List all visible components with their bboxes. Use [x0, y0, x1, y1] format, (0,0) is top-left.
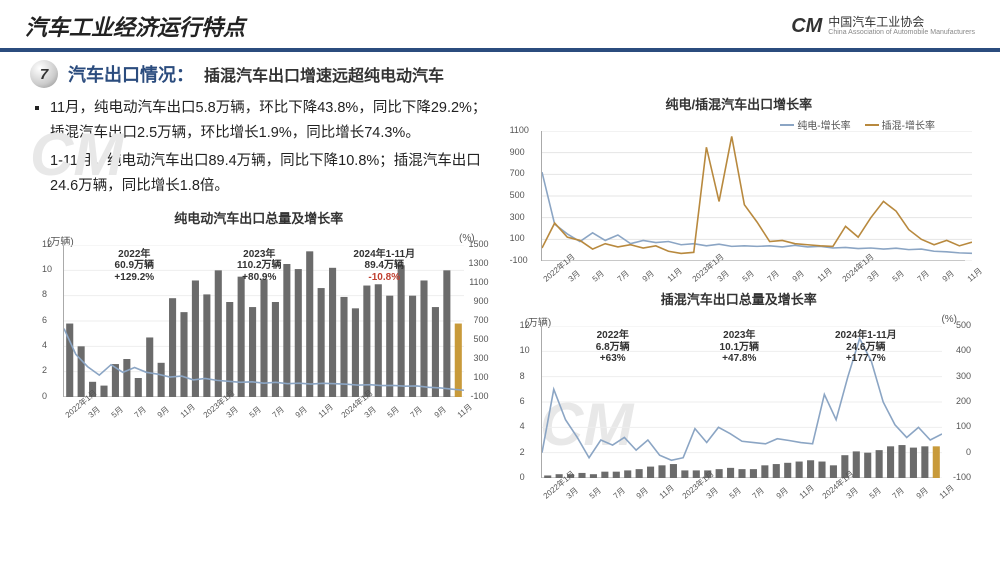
header: 汽车工业经济运行特点 CM 中国汽车工业协会 China Association…	[0, 0, 1000, 52]
chart-phev-export: (万辆) (%) 024681012-100010020030040050020…	[503, 310, 975, 500]
chart-bl-title: 纯电动汽车出口总量及增长率	[25, 208, 493, 227]
left-column: 11月，纯电动汽车出口5.8万辆，环比下降43.8%，同比下降29.2%；插混汽…	[25, 92, 503, 500]
logo: CM 中国汽车工业协会 China Association of Automob…	[791, 15, 975, 38]
y-axis-right-unit: (%)	[941, 314, 957, 325]
legend: 纯电-增长率插混-增长率	[780, 117, 935, 132]
chart-bev-export: (万辆) (%) 024681012-100100300500700900110…	[25, 229, 493, 419]
chart-tr-title: 纯电/插混汽车出口增长率	[503, 94, 975, 113]
chart-growth-rate: 纯电-增长率插混-增长率-10010030050070090011002022年…	[503, 115, 975, 283]
page-title: 汽车工业经济运行特点	[25, 10, 245, 42]
section-title: 汽车出口情况：	[68, 61, 194, 87]
bullet-item: 11月，纯电动汽车出口5.8万辆，环比下降43.8%，同比下降29.2%；插混汽…	[50, 96, 493, 147]
section-number-badge: 7	[30, 60, 58, 88]
bullet-list: 11月，纯电动汽车出口5.8万辆，环比下降43.8%，同比下降29.2%；插混汽…	[25, 92, 493, 206]
section-subtitle: 插混汽车出口增速远超纯电动汽车	[204, 62, 444, 86]
chart-br-title: 插混汽车出口总量及增长率	[503, 289, 975, 308]
section-heading: 7 汽车出口情况： 插混汽车出口增速远超纯电动汽车	[0, 52, 1000, 92]
logo-text: 中国汽车工业协会 China Association of Automobile…	[828, 16, 975, 37]
bullet-item: 1-11月，纯电动汽车出口89.4万辆，同比下降10.8%；插混汽车出口24.6…	[50, 149, 493, 200]
logo-mark: CM	[791, 15, 822, 38]
right-column: 纯电/插混汽车出口增长率 纯电-增长率插混-增长率-10010030050070…	[503, 92, 975, 500]
